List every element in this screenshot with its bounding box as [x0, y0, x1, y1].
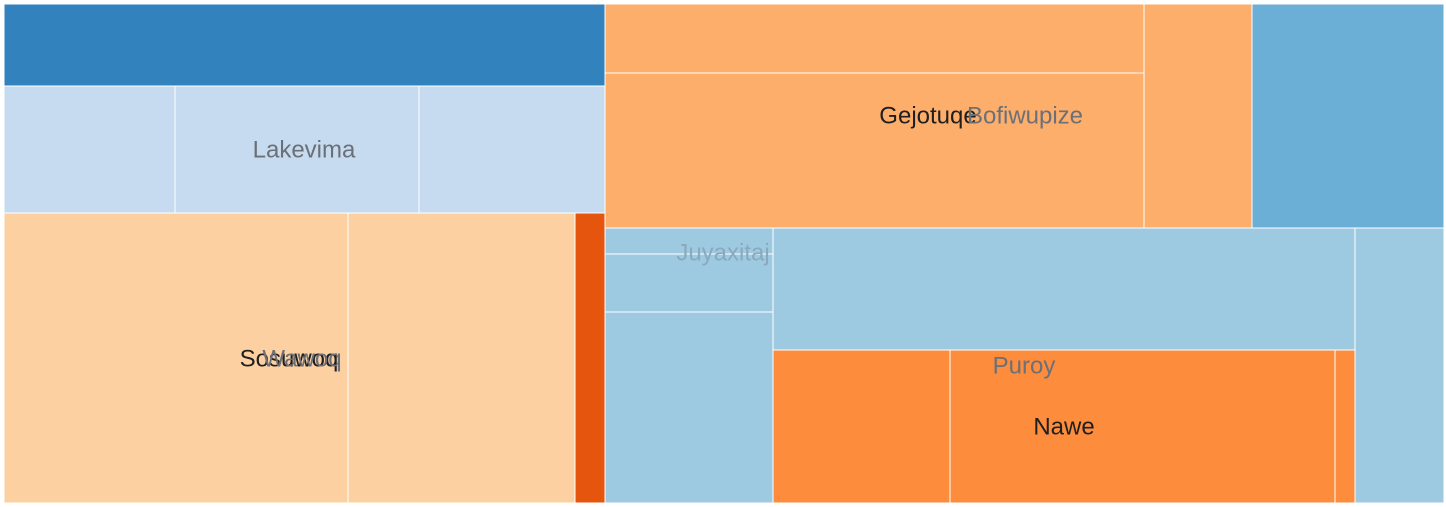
label-gejotuqe: Gejotuqe: [879, 103, 976, 130]
treemap-cell: [949, 349, 1336, 504]
treemap-cell: [604, 3, 1145, 74]
label-puroy: Puroy: [993, 353, 1056, 380]
treemap-cell: [3, 3, 606, 87]
treemap-cell: [1251, 3, 1445, 229]
treemap-cell: [574, 212, 606, 504]
label-bofiwupize: Bofiwupize: [967, 103, 1083, 130]
treemap-labels: Lakevima Sosuwoq Wawoq Gejotuqe Bofiwupi…: [240, 103, 1095, 441]
treemap-cell: [604, 72, 1145, 229]
label-nawe: Nawe: [1033, 414, 1094, 441]
treemap-cell: [772, 227, 1356, 351]
label-juyaxitaj: Juyaxitaj: [676, 240, 769, 267]
treemap-cells: [3, 3, 1445, 504]
treemap-cell: [772, 349, 951, 504]
treemap-cell: [418, 85, 606, 214]
treemap-cell: [1334, 349, 1356, 504]
treemap-cell: [1143, 3, 1253, 229]
treemap-cell: [3, 85, 176, 214]
treemap-cell: [604, 227, 774, 255]
treemap-cell: [1354, 227, 1445, 504]
treemap-cell: [347, 212, 576, 504]
label-lakevima: Lakevima: [253, 137, 356, 164]
label-wawoq: Wawoq: [262, 346, 341, 373]
treemap-cell: [3, 212, 349, 504]
treemap-cell: [174, 85, 420, 214]
treemap-cell: [604, 311, 774, 504]
label-sosuwoq: Sosuwoq: [240, 346, 339, 373]
treemap-cell: [604, 253, 774, 313]
